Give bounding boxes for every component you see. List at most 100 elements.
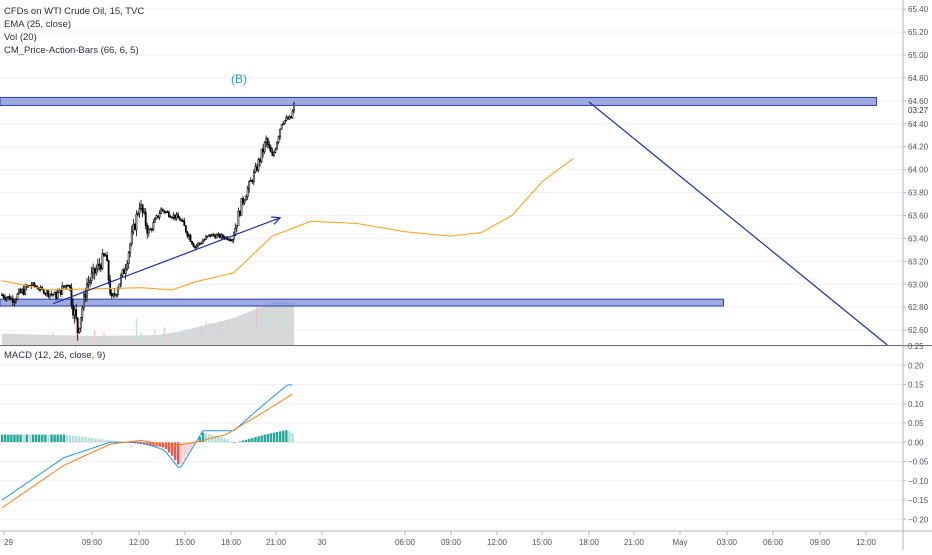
time-tick-label: 15:00 bbox=[532, 538, 553, 547]
volume-spike bbox=[154, 330, 156, 341]
price-tick-label: 65.00 bbox=[908, 51, 929, 60]
resistance-zone[interactable] bbox=[0, 96, 877, 106]
macd-histogram-bar bbox=[201, 432, 205, 443]
macd-histogram-bar bbox=[112, 440, 115, 443]
legend-vol[interactable]: Vol (20) bbox=[4, 32, 37, 43]
candle-body-down bbox=[109, 279, 112, 294]
support-zone[interactable] bbox=[0, 298, 725, 307]
candle-body-up bbox=[24, 285, 27, 295]
macd-legend[interactable]: MACD (12, 26, close, 9) bbox=[4, 350, 106, 361]
candle-body-up bbox=[95, 268, 98, 274]
uptrend-arrowhead bbox=[271, 216, 282, 225]
candle-body-down bbox=[239, 210, 241, 216]
candle-body-up bbox=[87, 282, 90, 285]
time-tick-label: 12:00 bbox=[856, 538, 877, 547]
volume-spike bbox=[52, 332, 54, 341]
candle-body-down bbox=[2, 294, 5, 298]
candle-body-up bbox=[138, 208, 141, 215]
macd-histogram-bar bbox=[139, 442, 143, 445]
candle-body-up bbox=[18, 289, 20, 295]
price-tick-label: 64.60 bbox=[908, 97, 929, 106]
volume-spike bbox=[103, 332, 105, 341]
time-tick-label: 21:00 bbox=[266, 538, 287, 547]
candle-body-down bbox=[177, 214, 180, 219]
macd-histogram-bar bbox=[47, 434, 50, 443]
candle-body-down bbox=[183, 220, 186, 227]
macd-histogram-bar bbox=[0, 434, 4, 443]
volume-spike bbox=[200, 328, 202, 337]
candle-body-down bbox=[157, 215, 159, 218]
candle-body-down bbox=[11, 297, 14, 303]
candle-body-up bbox=[149, 228, 152, 231]
macd-tick-label: 0.10 bbox=[908, 400, 924, 409]
macd-axis[interactable]: 0.25 0.20 0.15 0.10 0.05 0.00 −0.05 −0.10 −0.15 −… bbox=[903, 342, 929, 524]
candle-body-up bbox=[240, 198, 243, 216]
macd-histogram-bar bbox=[226, 439, 229, 443]
price-tick-label: 65.40 bbox=[908, 5, 929, 14]
macd-histogram-bar bbox=[155, 442, 158, 447]
candle-body-up bbox=[96, 263, 99, 270]
macd-tick-label: −0.10 bbox=[908, 477, 929, 486]
macd-lines bbox=[1, 384, 293, 509]
candle-body-up bbox=[116, 288, 119, 295]
macd-histogram-bar bbox=[65, 434, 69, 443]
candle-body-up bbox=[82, 293, 85, 309]
macd-histogram-bar bbox=[198, 437, 202, 443]
candle-body-up bbox=[243, 199, 246, 204]
macd-histogram-bar bbox=[149, 442, 152, 446]
macd-histogram-bar bbox=[183, 442, 186, 460]
time-axis[interactable]: 29 09:00 12:00 15:00 18:00 21:00 30 06:00 09:00 1… bbox=[3, 531, 877, 547]
candle-body-up bbox=[48, 293, 51, 297]
macd-histogram-bar bbox=[217, 436, 220, 443]
candle-body-down bbox=[42, 288, 45, 294]
macd-histogram-bar bbox=[105, 439, 109, 443]
macd-tick-label: 0.20 bbox=[908, 361, 924, 370]
downtrend-line[interactable] bbox=[588, 101, 888, 346]
candle-body-up bbox=[205, 236, 207, 240]
time-tick-label: 09:00 bbox=[441, 538, 462, 547]
macd-histogram-bar bbox=[177, 442, 180, 465]
candle-body-up bbox=[13, 301, 16, 303]
price-tick-label: 63.80 bbox=[908, 189, 929, 198]
candle-body-down bbox=[242, 198, 244, 204]
macd-histogram-bar bbox=[16, 434, 19, 443]
volume-area bbox=[2, 302, 295, 345]
time-tick-label: 30 bbox=[318, 538, 327, 547]
candle-body-up bbox=[246, 188, 249, 198]
uptrend-arrow[interactable] bbox=[52, 217, 281, 305]
candle-body-down bbox=[229, 239, 232, 242]
candle-body-up bbox=[274, 148, 277, 153]
candle-body-down bbox=[262, 148, 265, 153]
legend-cm[interactable]: CM_Price-Action-Bars (66, 6, 5) bbox=[4, 45, 139, 56]
candle-body-down bbox=[228, 239, 231, 241]
candle-body-up bbox=[175, 214, 178, 219]
volume-area-fill bbox=[2, 302, 295, 345]
legend-title[interactable]: CFDs on WTI Crude Oil, 15, TVC bbox=[4, 6, 145, 17]
trend-lines[interactable] bbox=[52, 101, 888, 346]
candle-body-down bbox=[69, 284, 71, 289]
candle-body-up bbox=[90, 272, 93, 281]
candle-body-down bbox=[65, 285, 68, 287]
price-tick-label: 63.40 bbox=[908, 234, 929, 243]
candle-body-up bbox=[160, 208, 163, 214]
macd-tick-label: −0.15 bbox=[908, 496, 929, 505]
legend-ema[interactable]: EMA (25, close) bbox=[4, 19, 72, 30]
candle-body-down bbox=[212, 233, 215, 236]
macd-tick-label: −0.20 bbox=[908, 515, 929, 524]
time-tick-label: 06:00 bbox=[395, 538, 416, 547]
candle-body-down bbox=[107, 260, 110, 281]
candle-body-up bbox=[104, 254, 107, 257]
candle-body-down bbox=[189, 234, 192, 242]
candle-body-up bbox=[172, 214, 175, 218]
candle-body-up bbox=[249, 180, 252, 182]
candle-body-down bbox=[50, 293, 53, 296]
ema-line bbox=[1, 157, 574, 291]
macd-histogram-bar bbox=[59, 434, 63, 443]
candle-body-up bbox=[285, 117, 288, 121]
zone-rectangles[interactable] bbox=[0, 96, 877, 307]
macd-histogram-bar bbox=[102, 439, 106, 443]
candle-body-down bbox=[271, 151, 274, 156]
price-axis[interactable]: 65.40 65.20 65.00 64.80 64.60 64.40 64.20 64.00… bbox=[903, 5, 929, 335]
